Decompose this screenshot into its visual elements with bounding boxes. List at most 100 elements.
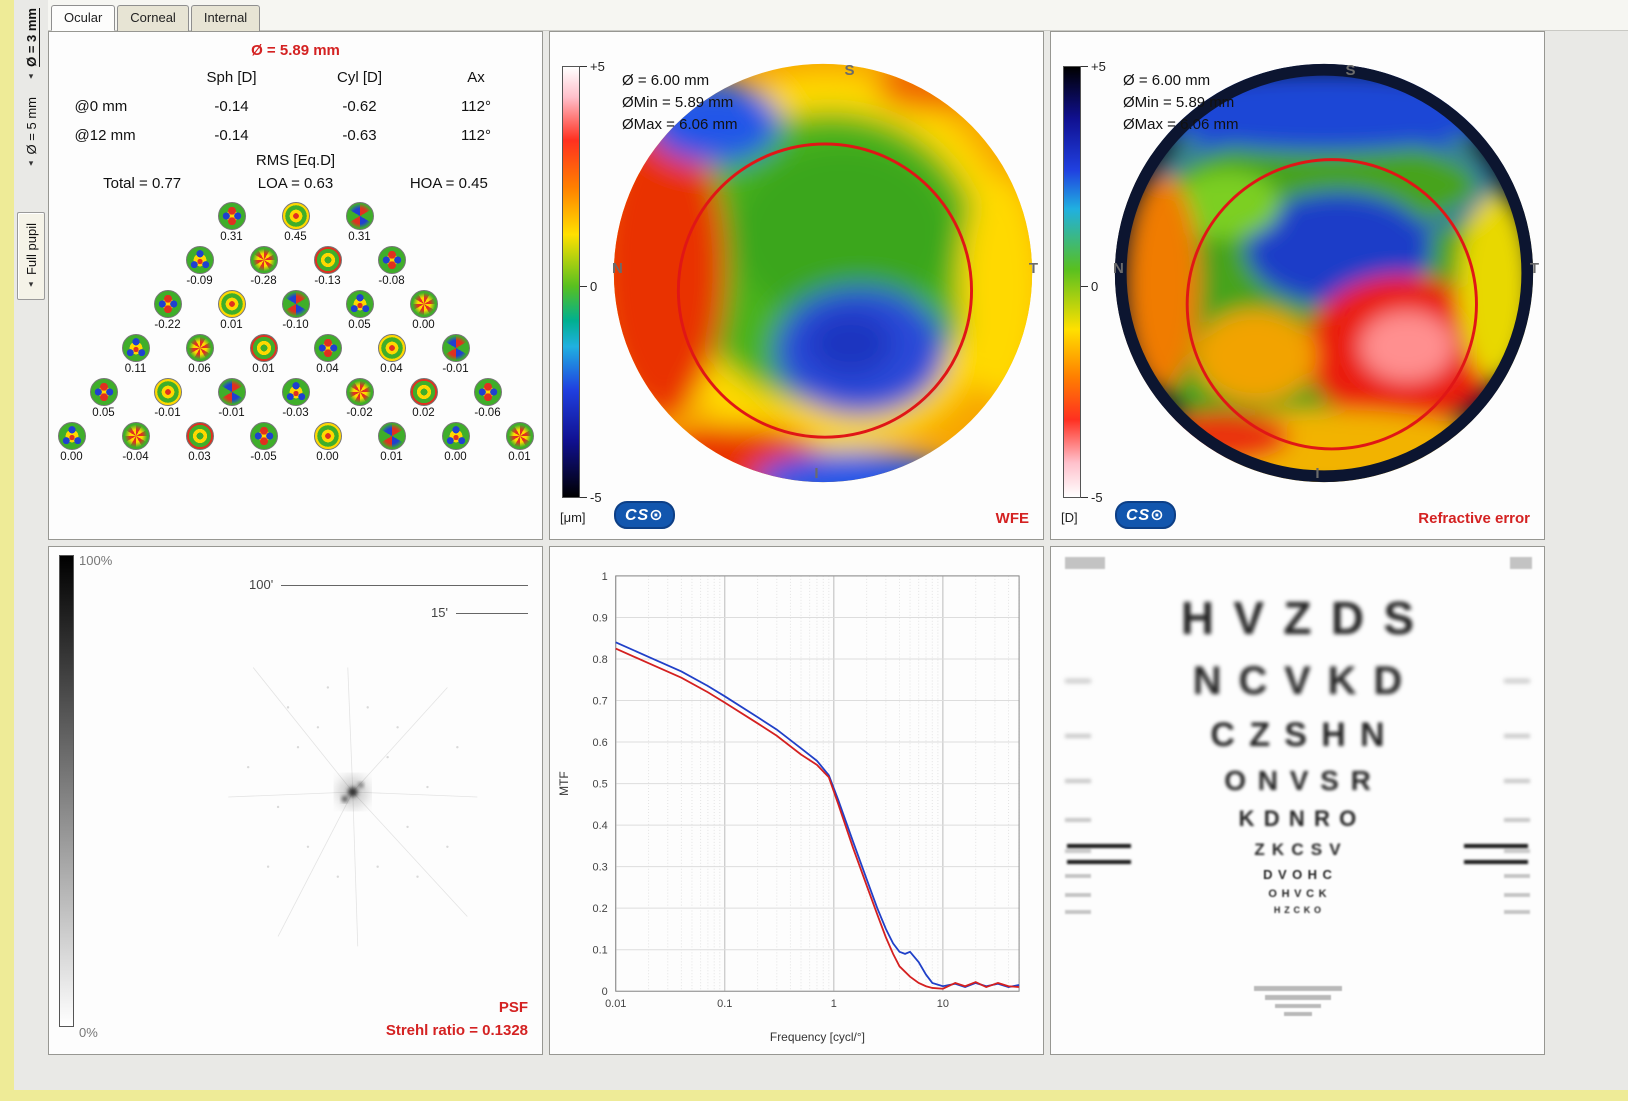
zernike-map-icon bbox=[345, 290, 374, 318]
orientation-inferior: I bbox=[1315, 465, 1320, 482]
refractive-error-panel: +5 0 -5 [D] Ø = 6.00 mm ØMin = 5.89 mm Ø… bbox=[1050, 31, 1545, 540]
sidebar-item-diameter-3mm[interactable]: Ø = 3 mm ▾ bbox=[14, 0, 48, 89]
zernike-map-icon bbox=[345, 378, 374, 406]
svg-text:0.6: 0.6 bbox=[593, 737, 608, 749]
eyechart-row: HZCKO bbox=[1051, 905, 1544, 915]
zernike-mode[interactable]: -0.01 bbox=[214, 378, 250, 419]
zernike-mode[interactable]: 0.04 bbox=[310, 334, 346, 375]
cso-logo: CS⊙ bbox=[1115, 501, 1176, 529]
zernike-coefficient: 0.11 bbox=[124, 363, 147, 375]
wfe-map[interactable]: S N T I bbox=[608, 58, 1038, 488]
zernike-map-icon bbox=[89, 378, 118, 406]
map-diameter-min: ØMin = 5.89 mm bbox=[1123, 93, 1235, 111]
zernike-mode[interactable]: -0.02 bbox=[342, 378, 378, 419]
tab-internal[interactable]: Internal bbox=[190, 5, 261, 31]
zernike-mode[interactable]: 0.01 bbox=[502, 422, 538, 463]
zernike-mode[interactable]: 0.04 bbox=[374, 334, 410, 375]
zernike-mode[interactable]: -0.09 bbox=[182, 246, 218, 287]
zernike-mode[interactable]: -0.06 bbox=[470, 378, 506, 419]
acuity-label-smudge bbox=[1065, 779, 1091, 784]
zernike-row: 0.11 0.06 0.01 0.04 0.04 -0.01 bbox=[49, 334, 542, 375]
svg-text:1: 1 bbox=[602, 571, 608, 583]
svg-text:1: 1 bbox=[831, 998, 837, 1010]
zernike-mode[interactable]: -0.01 bbox=[438, 334, 474, 375]
acuity-label-smudge bbox=[1504, 779, 1530, 784]
orientation-nasal: N bbox=[1113, 260, 1124, 278]
zernike-map-icon bbox=[345, 202, 374, 230]
top-bar: Ocular Corneal Internal bbox=[48, 0, 1628, 31]
zernike-coefficient: 0.06 bbox=[188, 363, 211, 375]
zernike-mode[interactable]: 0.00 bbox=[54, 422, 90, 463]
cyl-0mm: -0.62 bbox=[342, 98, 377, 115]
scale-unit: [D] bbox=[1061, 510, 1078, 525]
zernike-mode[interactable]: 0.01 bbox=[246, 334, 282, 375]
mtf-panel: 0 0.1 0.2 0.3 0.4 0.5 0.6 0.7 0.8 0.9 1 0.01 0.1 1 10 F… bbox=[549, 546, 1044, 1055]
zernike-mode[interactable]: 0.31 bbox=[342, 202, 378, 243]
col-header-ax: Ax bbox=[467, 69, 485, 86]
sidebar-item-diameter-5mm[interactable]: Ø = 5 mm ▾ bbox=[14, 89, 48, 176]
zernike-mode[interactable]: -0.03 bbox=[278, 378, 314, 419]
table-corner bbox=[63, 63, 168, 92]
pupil-diameter-value: Ø = 5.89 mm bbox=[251, 42, 340, 59]
sidebar-item-full-pupil[interactable]: Full pupil ▾ bbox=[17, 212, 45, 301]
eyechart-panel: HVZDS NCVKD CZSHN ONVSR KDNRO ZKCSV DVOHC OHVCK… bbox=[1050, 546, 1545, 1055]
zernike-mode[interactable]: -0.10 bbox=[278, 290, 314, 331]
svg-text:0.3: 0.3 bbox=[593, 862, 608, 874]
zernike-mode[interactable]: 0.01 bbox=[374, 422, 410, 463]
orientation-temporal: T bbox=[1529, 260, 1539, 278]
zernike-mode[interactable]: 0.06 bbox=[182, 334, 218, 375]
zernike-mode[interactable]: 0.00 bbox=[406, 290, 442, 331]
refractive-map[interactable]: S N T I bbox=[1109, 58, 1539, 488]
zernike-mode[interactable]: 0.00 bbox=[438, 422, 474, 463]
zernike-mode[interactable]: 0.05 bbox=[86, 378, 122, 419]
sidebar-item-label: Ø = 3 mm bbox=[23, 8, 39, 67]
scale-min: -5 bbox=[590, 490, 602, 505]
dropdown-arrow-icon[interactable]: ▾ bbox=[28, 158, 34, 169]
refractive-color-scale bbox=[1063, 66, 1081, 498]
zernike-map-icon bbox=[441, 422, 470, 450]
zernike-mode[interactable]: 0.11 bbox=[118, 334, 154, 375]
scale-max: +5 bbox=[590, 59, 605, 74]
zernike-mode[interactable]: -0.28 bbox=[246, 246, 282, 287]
zernike-mode[interactable]: 0.05 bbox=[342, 290, 378, 331]
rms-loa: LOA = 0.63 bbox=[257, 175, 334, 192]
zernike-mode[interactable]: -0.04 bbox=[118, 422, 154, 463]
zernike-map-icon bbox=[505, 422, 534, 450]
zernike-mode[interactable]: -0.01 bbox=[150, 378, 186, 419]
zernike-mode[interactable]: 0.00 bbox=[310, 422, 346, 463]
eyechart-letters: NCVKD bbox=[1192, 659, 1420, 703]
dropdown-arrow-icon[interactable]: ▾ bbox=[28, 70, 34, 81]
ax-0mm: 112° bbox=[461, 98, 491, 115]
scale-tick bbox=[1081, 497, 1088, 498]
zernike-pyramid: 0.31 0.45 0.31 -0.09 -0.28 -0.13 -0.08 -0.22 0.0… bbox=[49, 202, 542, 463]
refraction-table: Sph [D] Cyl [D] Ax @0 mm -0.14 -0.62 112… bbox=[63, 63, 529, 150]
zernike-mode[interactable]: 0.45 bbox=[278, 202, 314, 243]
svg-text:MTF: MTF bbox=[557, 771, 571, 796]
zernike-mode[interactable]: -0.13 bbox=[310, 246, 346, 287]
zernike-row: 0.00 -0.04 0.03 -0.05 0.00 0.01 0.00 0.01 bbox=[49, 422, 542, 463]
tab-corneal[interactable]: Corneal bbox=[117, 5, 189, 31]
zernike-map-icon bbox=[57, 422, 86, 450]
tab-ocular[interactable]: Ocular bbox=[51, 5, 116, 31]
chart-header-smudge bbox=[1065, 557, 1105, 569]
zernike-mode[interactable]: 0.01 bbox=[214, 290, 250, 331]
zernike-coefficient: 0.00 bbox=[316, 451, 339, 463]
map-diameter-max: ØMax = 6.06 mm bbox=[622, 115, 738, 133]
zernike-mode[interactable]: 0.31 bbox=[214, 202, 250, 243]
scale-tick bbox=[1081, 286, 1088, 287]
zernike-mode[interactable]: -0.05 bbox=[246, 422, 282, 463]
zernike-row: -0.09 -0.28 -0.13 -0.08 bbox=[49, 246, 542, 287]
psf-gray-scale bbox=[59, 555, 74, 1027]
zernike-coefficient: 0.00 bbox=[444, 451, 467, 463]
zernike-mode[interactable]: 0.02 bbox=[406, 378, 442, 419]
zernike-mode[interactable]: -0.22 bbox=[150, 290, 186, 331]
angular-ruler-100: 100' bbox=[249, 577, 528, 592]
zernike-coefficient: -0.28 bbox=[250, 275, 277, 287]
scale-tick bbox=[580, 497, 587, 498]
eyechart-row: ONVSR bbox=[1051, 765, 1544, 797]
zernike-mode[interactable]: 0.03 bbox=[182, 422, 218, 463]
eyechart-letters: OHVCK bbox=[1268, 888, 1332, 900]
zernike-map-icon bbox=[281, 290, 310, 318]
zernike-mode[interactable]: -0.08 bbox=[374, 246, 410, 287]
dropdown-arrow-icon[interactable]: ▾ bbox=[28, 279, 34, 290]
